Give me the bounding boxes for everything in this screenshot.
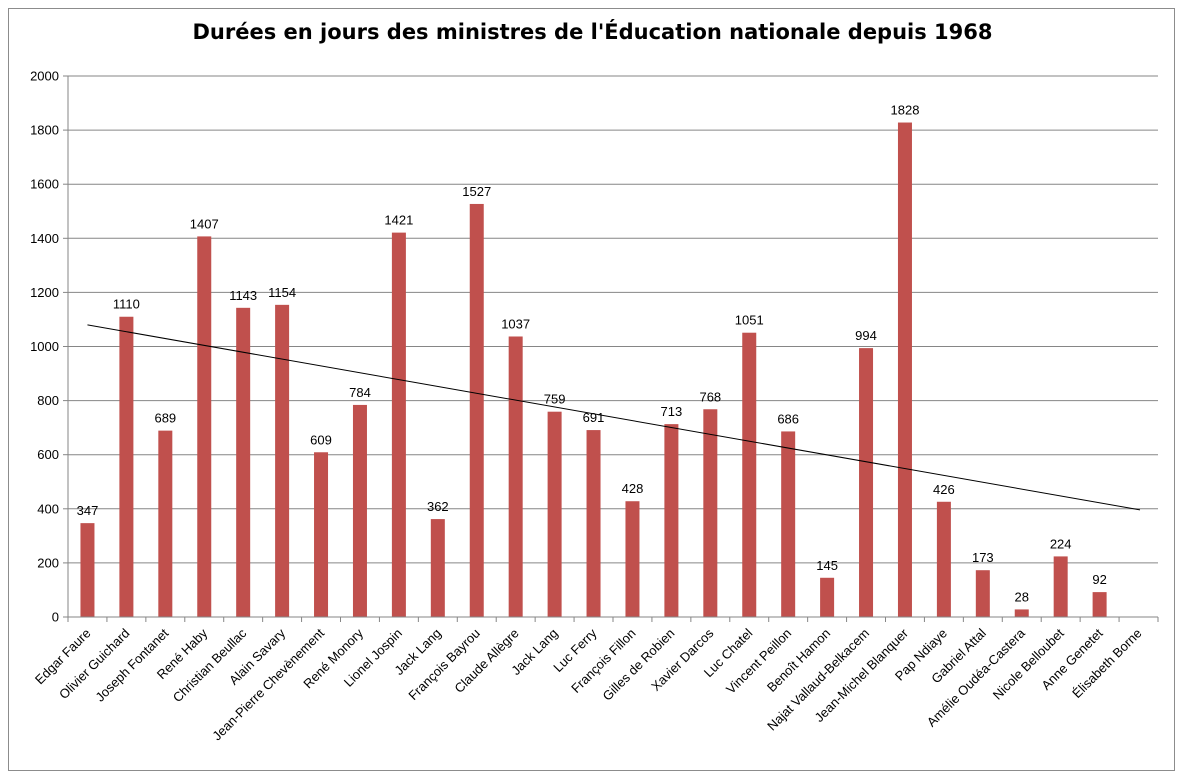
data-label: 92 [1092, 572, 1106, 587]
bar [975, 570, 990, 617]
y-tick-label: 1000 [30, 339, 59, 354]
data-label: 686 [777, 411, 799, 426]
y-tick-label: 1800 [30, 123, 59, 138]
bar [625, 501, 640, 617]
bars [80, 122, 1107, 617]
data-label: 691 [583, 410, 605, 425]
bar [119, 316, 134, 617]
data-label: 145 [816, 558, 838, 573]
y-tick-label: 1200 [30, 285, 59, 300]
bar [664, 424, 679, 617]
y-tick-label: 1600 [30, 177, 59, 192]
data-label: 768 [699, 389, 721, 404]
gridlines [68, 75, 1158, 618]
bar [1053, 556, 1068, 617]
y-tick-label: 600 [37, 447, 59, 462]
y-tick-label: 800 [37, 393, 59, 408]
bar [936, 501, 951, 617]
bar [742, 332, 757, 617]
chart-title: Durées en jours des ministres de l'Éduca… [192, 20, 993, 44]
bar [352, 404, 367, 617]
data-labels: 347 1110 689 1407 1143 1154 609 784 1421 362 1527 1… [77, 103, 1107, 605]
bar [391, 232, 406, 617]
data-label: 224 [1050, 536, 1072, 551]
bar [781, 431, 796, 617]
data-label: 759 [544, 392, 566, 407]
data-label: 713 [661, 404, 683, 419]
data-label: 784 [349, 385, 371, 400]
data-label: 173 [972, 550, 994, 565]
bar [430, 519, 445, 617]
data-label: 28 [1015, 589, 1029, 604]
y-tick-label: 1400 [30, 231, 59, 246]
y-axis: 0 200 400 600 800 1000 1200 1400 1600 1800 2000 [30, 69, 69, 625]
bar [314, 452, 329, 617]
data-label: 689 [154, 411, 176, 426]
bar [469, 203, 484, 617]
bar [158, 430, 173, 617]
y-tick-label: 400 [37, 501, 59, 516]
trendline-group [87, 324, 1141, 511]
data-label: 1421 [384, 213, 413, 228]
data-label: 1407 [190, 216, 219, 231]
bar [547, 411, 562, 617]
x-tick-label: Élisabeth Borne [1069, 626, 1145, 702]
data-label: 1143 [229, 288, 257, 303]
x-tick-label: Olivier Guichard [56, 626, 133, 703]
bar [80, 523, 95, 617]
data-label: 1527 [462, 184, 491, 199]
data-label: 1154 [268, 285, 296, 300]
data-label: 609 [310, 432, 332, 447]
data-label: 347 [77, 503, 99, 518]
data-label: 428 [622, 481, 644, 496]
data-label: 1828 [891, 103, 920, 118]
data-label: 1037 [501, 316, 530, 331]
bar [508, 336, 523, 617]
bar [703, 409, 718, 617]
bar [897, 122, 912, 617]
data-label: 1110 [113, 297, 140, 312]
data-label: 1051 [735, 313, 764, 328]
bar [197, 236, 212, 617]
data-label: 426 [933, 482, 955, 497]
y-tick-label: 200 [37, 555, 59, 570]
data-label: 994 [855, 328, 877, 343]
bar [1014, 609, 1029, 617]
y-tick-label: 2000 [30, 69, 59, 84]
trendline [87, 324, 1141, 511]
bar [1092, 592, 1107, 617]
y-tick-label: 0 [52, 610, 59, 625]
bar [275, 304, 290, 617]
bar [820, 577, 835, 617]
bar [859, 348, 874, 617]
bar [586, 430, 601, 617]
bar [236, 307, 251, 617]
data-label: 362 [427, 499, 449, 514]
